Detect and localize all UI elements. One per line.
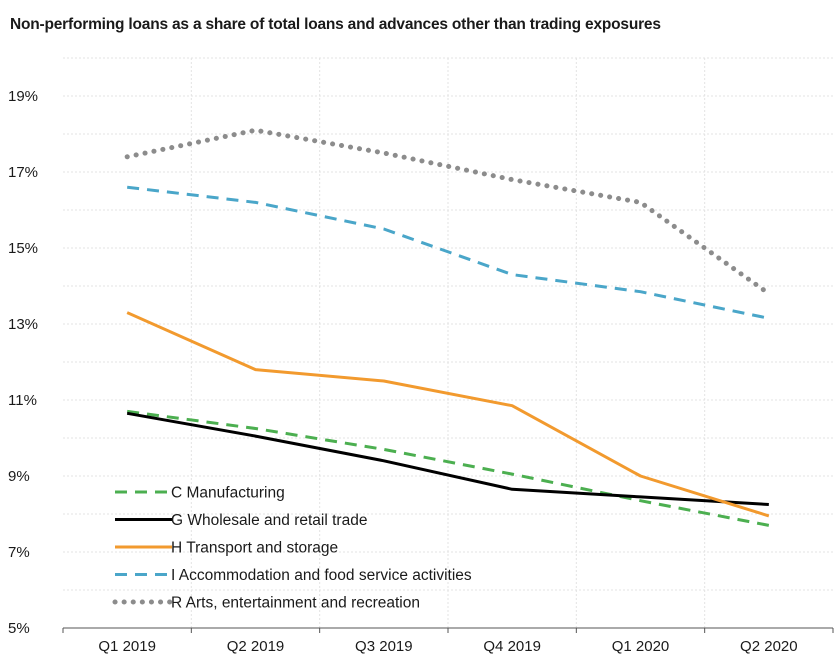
x-tick-label: Q3 2019 [355,638,413,655]
series-line-0 [126,409,770,527]
series-line-3 [126,185,770,320]
y-tick-label: 5% [8,620,30,637]
x-tick-label: Q4 2019 [483,638,541,655]
chart-title: Non-performing loans as a share of total… [10,16,661,33]
y-tick-label: 7% [8,544,30,561]
y-tick-label: 11% [8,392,37,409]
series-line-1 [126,411,769,506]
x-tick-label: Q2 2019 [227,638,285,655]
y-tick-label: 15% [8,240,38,257]
x-tick-label: Q1 2020 [612,638,670,655]
series-line-2 [126,311,770,518]
y-tick-label: 17% [8,164,38,181]
y-tick-label: 13% [8,316,38,333]
x-tick-label: Q2 2020 [740,638,798,655]
legend-label-4: R Arts, entertainment and recreation [171,595,420,612]
y-tick-label: 9% [8,468,30,485]
series-line-4 [124,127,772,297]
legend-label-2: H Transport and storage [171,540,338,557]
x-tick-label: Q1 2019 [98,638,156,655]
legend-label-1: G Wholesale and retail trade [171,512,367,529]
legend-label-0: C Manufacturing [171,485,285,502]
y-tick-label: 19% [8,88,38,105]
legend-label-3: I Accommodation and food service activit… [171,567,472,584]
